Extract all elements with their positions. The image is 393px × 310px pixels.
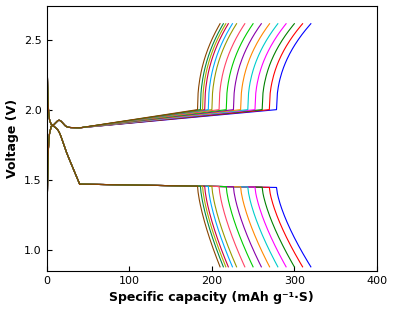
X-axis label: Specific capacity (mAh g⁻¹·S): Specific capacity (mAh g⁻¹·S) (109, 291, 314, 304)
Y-axis label: Voltage (V): Voltage (V) (6, 99, 18, 178)
